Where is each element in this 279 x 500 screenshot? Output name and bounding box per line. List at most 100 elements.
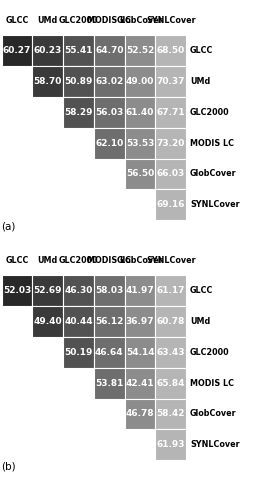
Bar	[63, 36, 94, 66]
Bar	[125, 36, 155, 66]
Text: 60.78: 60.78	[157, 317, 185, 326]
Text: MODIS LC: MODIS LC	[87, 16, 131, 24]
Bar	[155, 276, 186, 306]
Bar	[32, 306, 63, 337]
Text: 49.00: 49.00	[126, 77, 154, 86]
Text: MODIS LC: MODIS LC	[87, 256, 131, 264]
Bar	[94, 36, 125, 66]
Bar	[155, 190, 186, 220]
Text: GLCC: GLCC	[5, 16, 29, 24]
Text: 42.41: 42.41	[126, 378, 154, 388]
Text: 68.50: 68.50	[157, 46, 185, 56]
Text: GLCC: GLCC	[190, 286, 213, 296]
Text: (b): (b)	[2, 462, 16, 472]
Bar	[125, 158, 155, 190]
Text: 70.37: 70.37	[157, 77, 185, 86]
Text: SYNLCover: SYNLCover	[190, 200, 240, 209]
Text: 46.30: 46.30	[64, 286, 93, 296]
Text: 55.41: 55.41	[64, 46, 93, 56]
Bar	[94, 276, 125, 306]
Bar	[63, 97, 94, 128]
Bar	[155, 306, 186, 337]
Text: 50.19: 50.19	[64, 348, 93, 357]
Bar	[63, 276, 94, 306]
Bar	[155, 398, 186, 430]
Text: 36.97: 36.97	[126, 317, 154, 326]
Text: 63.02: 63.02	[95, 77, 123, 86]
Bar	[2, 36, 32, 66]
Text: GlobCover: GlobCover	[117, 256, 163, 264]
Text: GlobCover: GlobCover	[190, 410, 237, 418]
Text: GLCC: GLCC	[190, 46, 213, 56]
Text: UMd: UMd	[38, 256, 58, 264]
Text: 50.89: 50.89	[64, 77, 93, 86]
Bar	[32, 36, 63, 66]
Text: 58.03: 58.03	[95, 286, 123, 296]
Text: 63.43: 63.43	[157, 348, 185, 357]
Text: 49.40: 49.40	[33, 317, 62, 326]
Text: 60.27: 60.27	[3, 46, 31, 56]
Text: MODIS LC: MODIS LC	[190, 138, 234, 147]
Text: 69.16: 69.16	[157, 200, 185, 209]
Bar	[63, 337, 94, 368]
Bar	[94, 337, 125, 368]
Text: 53.53: 53.53	[126, 138, 154, 147]
Text: 67.71: 67.71	[157, 108, 185, 117]
Text: UMd: UMd	[190, 77, 210, 86]
Text: 54.14: 54.14	[126, 348, 154, 357]
Text: 65.84: 65.84	[157, 378, 185, 388]
Text: GLCC: GLCC	[5, 256, 29, 264]
Text: GLC2000: GLC2000	[190, 348, 230, 357]
Bar	[32, 276, 63, 306]
Bar	[155, 368, 186, 398]
Text: UMd: UMd	[38, 16, 58, 24]
Bar	[125, 276, 155, 306]
Text: 60.23: 60.23	[33, 46, 62, 56]
Text: 56.03: 56.03	[95, 108, 123, 117]
Text: 62.10: 62.10	[95, 138, 123, 147]
Text: SYNLCover: SYNLCover	[146, 16, 196, 24]
Text: 52.03: 52.03	[3, 286, 31, 296]
Bar	[94, 66, 125, 97]
Text: 52.69: 52.69	[33, 286, 62, 296]
Text: 56.12: 56.12	[95, 317, 124, 326]
Text: SYNLCover: SYNLCover	[190, 440, 240, 450]
Text: 56.50: 56.50	[126, 170, 154, 178]
Bar	[155, 36, 186, 66]
Text: 61.93: 61.93	[157, 440, 185, 450]
Text: 52.52: 52.52	[126, 46, 154, 56]
Bar	[125, 66, 155, 97]
Text: (a): (a)	[2, 222, 16, 232]
Text: 66.03: 66.03	[157, 170, 185, 178]
Bar	[155, 128, 186, 158]
Bar	[125, 368, 155, 398]
Bar	[155, 97, 186, 128]
Text: GlobCover: GlobCover	[117, 16, 163, 24]
Bar	[125, 97, 155, 128]
Bar	[125, 398, 155, 430]
Text: 46.78: 46.78	[126, 410, 154, 418]
Bar	[125, 337, 155, 368]
Text: GLC2000: GLC2000	[59, 256, 98, 264]
Text: GlobCover: GlobCover	[190, 170, 237, 178]
Text: MODIS LC: MODIS LC	[190, 378, 234, 388]
Text: UMd: UMd	[190, 317, 210, 326]
Bar	[32, 66, 63, 97]
Text: SYNLCover: SYNLCover	[146, 256, 196, 264]
Text: 58.29: 58.29	[64, 108, 93, 117]
Bar	[2, 276, 32, 306]
Bar	[155, 337, 186, 368]
Bar	[125, 306, 155, 337]
Text: 58.70: 58.70	[33, 77, 62, 86]
Text: 41.97: 41.97	[126, 286, 155, 296]
Text: 46.64: 46.64	[95, 348, 124, 357]
Bar	[94, 306, 125, 337]
Text: 64.70: 64.70	[95, 46, 124, 56]
Bar	[94, 128, 125, 158]
Text: 73.20: 73.20	[157, 138, 185, 147]
Bar	[125, 128, 155, 158]
Text: 53.81: 53.81	[95, 378, 124, 388]
Text: GLC2000: GLC2000	[59, 16, 98, 24]
Bar	[94, 368, 125, 398]
Text: GLC2000: GLC2000	[190, 108, 230, 117]
